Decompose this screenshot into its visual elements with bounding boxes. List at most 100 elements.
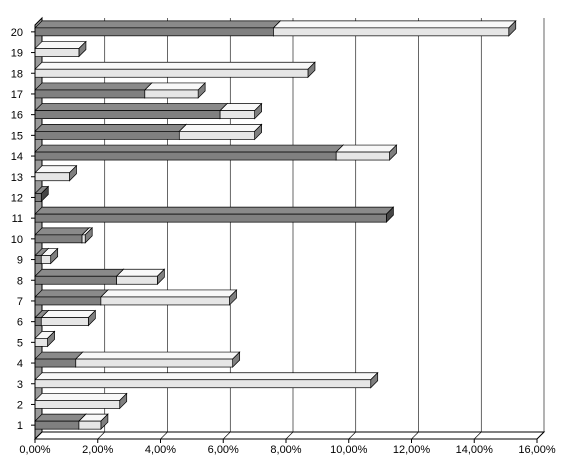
bar-segment xyxy=(272,20,517,37)
bar-top-face xyxy=(34,393,128,401)
floor-gridline xyxy=(223,431,231,440)
y-tick-label: 16 xyxy=(11,110,23,122)
bar-front-face xyxy=(144,89,199,99)
bar-front-face xyxy=(34,358,77,368)
bar-segment xyxy=(34,289,109,306)
x-tick-label: 4,00% xyxy=(145,444,176,456)
bar-front-face xyxy=(34,275,117,285)
bar-segment xyxy=(34,164,78,182)
y-tick-label: 20 xyxy=(11,27,23,39)
bar-top-face xyxy=(34,103,228,112)
bar-row xyxy=(34,227,94,244)
bar-front-face xyxy=(34,255,42,264)
bar-front-face xyxy=(34,213,387,223)
bar-row xyxy=(34,185,50,203)
bar-front-face xyxy=(34,338,48,347)
floor-gridline xyxy=(160,431,168,440)
bar-top-face xyxy=(74,351,241,360)
bar-front-face xyxy=(34,131,180,140)
x-tick-label: 0,00% xyxy=(19,444,50,456)
x-tick-label: 6,00% xyxy=(208,444,239,456)
bar-top-face xyxy=(335,144,398,153)
bar-top-face xyxy=(34,351,84,360)
bar-top-face xyxy=(34,123,188,132)
bar-row xyxy=(34,20,517,37)
y-tick-label: 8 xyxy=(17,275,23,287)
bar-row xyxy=(34,164,78,182)
bar-front-face xyxy=(34,27,274,37)
bar-front-face xyxy=(34,89,146,99)
y-tick-label: 4 xyxy=(17,358,23,370)
y-tick-label: 6 xyxy=(17,317,23,329)
bar-front-face xyxy=(78,420,102,430)
bar-segment xyxy=(74,351,241,368)
axes xyxy=(31,25,538,443)
y-tick-label: 15 xyxy=(11,130,23,142)
y-tick-label: 5 xyxy=(17,337,23,349)
bar-front-face xyxy=(34,151,337,161)
y-tick-label: 18 xyxy=(11,68,23,80)
floor-gridline xyxy=(536,431,545,440)
bar-front-face xyxy=(219,110,255,120)
bar-top-face xyxy=(34,20,282,29)
bar-top-face xyxy=(178,123,263,132)
bar-top-face xyxy=(34,41,87,49)
bar-segment xyxy=(34,20,282,37)
bar-segment xyxy=(34,61,316,79)
bar-top-face xyxy=(34,82,153,91)
bar-row xyxy=(34,309,97,327)
bar-front-face xyxy=(34,110,221,120)
bar-segment xyxy=(178,123,263,141)
x-tick-label: 16,00% xyxy=(518,444,556,456)
bar-top-face xyxy=(34,289,109,298)
bar-row xyxy=(34,40,87,58)
bar-row xyxy=(34,247,59,265)
y-tick-label: 11 xyxy=(12,213,23,225)
bar-front-face xyxy=(34,172,70,182)
y-tick-label: 2 xyxy=(17,399,23,411)
bar-row xyxy=(34,289,238,306)
bar-front-face xyxy=(40,255,52,264)
bar-segment xyxy=(34,102,228,120)
y-tick-label: 19 xyxy=(11,48,23,60)
bar-segment xyxy=(40,247,59,265)
bar-front-face xyxy=(34,296,102,306)
x-tick-label: 10,00% xyxy=(330,444,368,456)
bar-front-face xyxy=(178,131,255,140)
bar-segment xyxy=(34,392,128,410)
bar-front-face xyxy=(100,296,230,306)
y-tick-label: 7 xyxy=(17,296,23,308)
bar-front-face xyxy=(40,317,89,326)
bar-segment xyxy=(34,40,87,58)
bar-segment xyxy=(34,82,153,99)
bar-front-face xyxy=(335,151,390,161)
bar-top-face xyxy=(115,268,166,277)
bar-top-face xyxy=(34,413,87,422)
x-tick-label: 2,00% xyxy=(82,444,113,456)
bar-segment xyxy=(34,227,90,244)
bar-segment xyxy=(219,102,263,120)
bar-segment xyxy=(34,268,125,286)
bar-front-face xyxy=(34,400,121,409)
bar-segment xyxy=(34,123,188,141)
bar-top-face xyxy=(34,206,395,215)
y-tick-label: 9 xyxy=(17,255,23,267)
x-tick-label: 14,00% xyxy=(456,444,494,456)
y-tick-label: 10 xyxy=(11,234,23,246)
bar-segment xyxy=(143,82,206,99)
bar-top-face xyxy=(143,82,206,91)
bar-front-face xyxy=(34,48,80,57)
bar-segment xyxy=(100,289,238,306)
bar-row xyxy=(34,144,398,161)
bar-front-face xyxy=(116,275,158,285)
bar-top-face xyxy=(272,20,517,29)
bar-row xyxy=(34,206,395,223)
bar-top-face xyxy=(34,144,345,153)
bar-top-face xyxy=(100,289,238,298)
bar-top-face xyxy=(34,372,379,381)
bar-row xyxy=(34,392,128,410)
y-tick-label: 17 xyxy=(11,89,23,101)
floor-gridline xyxy=(474,431,482,440)
floor-gridline xyxy=(97,431,105,440)
